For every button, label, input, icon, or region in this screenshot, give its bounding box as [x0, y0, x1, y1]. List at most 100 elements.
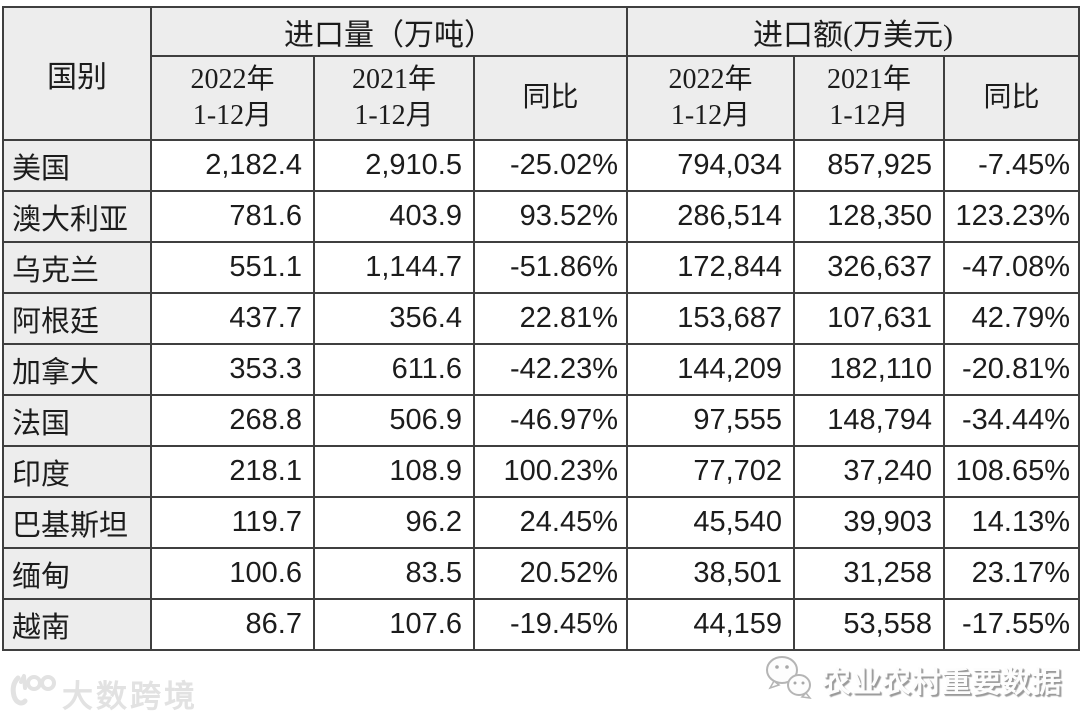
- table-row: 法国 268.8 506.9 -46.97% 97,555 148,794 -3…: [2, 394, 1080, 447]
- table-row: 缅甸 100.6 83.5 20.52% 38,501 31,258 23.17…: [2, 547, 1080, 600]
- vol-2022-cell: 437.7: [150, 292, 315, 345]
- vol-yoy-cell: 24.45%: [472, 496, 629, 549]
- vol-yoy-cell: -51.86%: [472, 241, 629, 294]
- header-months-line: 1-12月: [829, 100, 909, 131]
- import-stats-table: 国别 进口量（万吨） 进口额(万美元) 2022年 1-12月 2021年 1-…: [2, 6, 1080, 651]
- vol-2021-cell: 2,910.5: [313, 139, 475, 192]
- table-row: 越南 86.7 107.6 -19.45% 44,159 53,558 -17.…: [2, 598, 1080, 651]
- wechat-icon: [762, 654, 814, 705]
- vol-yoy-cell: 20.52%: [472, 547, 629, 600]
- value-2021-header: 2021年 1-12月: [793, 55, 946, 141]
- vol-2022-cell: 2,182.4: [150, 139, 315, 192]
- value-2022-header: 2022年 1-12月: [626, 55, 796, 141]
- val-yoy-cell: 23.17%: [943, 547, 1080, 600]
- header-months-line: 1-12月: [354, 100, 434, 131]
- val-2021-cell: 148,794: [793, 394, 946, 447]
- vol-2021-cell: 506.9: [313, 394, 475, 447]
- vol-2022-cell: 100.6: [150, 547, 315, 600]
- val-2022-cell: 286,514: [626, 190, 796, 243]
- val-2022-cell: 144,209: [626, 343, 796, 396]
- wechat-watermark: 农业农村重要数据: [762, 654, 1062, 705]
- vol-yoy-cell: -46.97%: [472, 394, 629, 447]
- vol-2022-cell: 86.7: [150, 598, 315, 651]
- country-cell: 阿根廷: [2, 292, 152, 345]
- country-cell: 美国: [2, 139, 152, 192]
- wechat-watermark-label: 农业农村重要数据: [821, 666, 1062, 699]
- header-year-line: 2022年: [668, 63, 753, 95]
- table-row: 澳大利亚 781.6 403.9 93.52% 286,514 128,350 …: [2, 190, 1080, 243]
- value-group-header: 进口额(万美元): [626, 6, 1080, 57]
- vol-2022-cell: 551.1: [150, 241, 315, 294]
- vol-yoy-cell: -19.45%: [472, 598, 629, 651]
- vol-yoy-cell: -25.02%: [472, 139, 629, 192]
- header-year-line: 2021年: [351, 63, 436, 95]
- val-yoy-cell: -17.55%: [943, 598, 1080, 651]
- val-2022-cell: 38,501: [626, 547, 796, 600]
- country-cell: 印度: [2, 445, 152, 498]
- vol-2021-cell: 356.4: [313, 292, 475, 345]
- val-2022-cell: 97,555: [626, 394, 796, 447]
- val-2021-cell: 326,637: [793, 241, 946, 294]
- val-2022-cell: 44,159: [626, 598, 796, 651]
- table-row: 巴基斯坦 119.7 96.2 24.45% 45,540 39,903 14.…: [2, 496, 1080, 549]
- vol-2021-cell: 108.9: [313, 445, 475, 498]
- val-yoy-cell: -20.81%: [943, 343, 1080, 396]
- vol-2022-cell: 218.1: [150, 445, 315, 498]
- volume-2021-header: 2021年 1-12月: [313, 55, 475, 141]
- dashukuajing-label: 大数跨境: [62, 679, 198, 714]
- dashukuajing-100-icon: [8, 672, 56, 715]
- table-row: 阿根廷 437.7 356.4 22.81% 153,687 107,631 4…: [2, 292, 1080, 345]
- volume-group-header: 进口量（万吨）: [149, 6, 629, 57]
- country-column-header: 国别: [2, 6, 152, 141]
- val-yoy-cell: -47.08%: [943, 241, 1080, 294]
- sub-header-row: 2022年 1-12月 2021年 1-12月 同比 2022年 1-12月 2…: [3, 55, 1080, 141]
- val-2022-cell: 77,702: [626, 445, 796, 498]
- val-2021-cell: 107,631: [793, 292, 946, 345]
- val-2021-cell: 39,903: [793, 496, 946, 549]
- country-cell: 越南: [2, 598, 152, 651]
- table-body: 美国 2,182.4 2,910.5 -25.02% 794,034 857,9…: [2, 139, 1080, 651]
- val-2021-cell: 53,558: [793, 598, 946, 651]
- table-row: 印度 218.1 108.9 100.23% 77,702 37,240 108…: [2, 445, 1080, 498]
- val-2022-cell: 45,540: [626, 496, 796, 549]
- vol-yoy-cell: 100.23%: [472, 445, 629, 498]
- val-2022-cell: 153,687: [626, 292, 796, 345]
- val-2021-cell: 182,110: [793, 343, 946, 396]
- val-2021-cell: 37,240: [793, 445, 946, 498]
- vol-yoy-cell: 93.52%: [472, 190, 629, 243]
- country-cell: 法国: [2, 394, 152, 447]
- country-cell: 澳大利亚: [2, 190, 152, 243]
- val-yoy-cell: 42.79%: [943, 292, 1080, 345]
- vol-2022-cell: 781.6: [150, 190, 315, 243]
- val-yoy-cell: -34.44%: [943, 394, 1080, 447]
- table-row: 乌克兰 551.1 1,144.7 -51.86% 172,844 326,63…: [2, 241, 1080, 294]
- table-row: 加拿大 353.3 611.6 -42.23% 144,209 182,110 …: [2, 343, 1080, 396]
- vol-2021-cell: 107.6: [313, 598, 475, 651]
- volume-2022-header: 2022年 1-12月: [150, 55, 315, 141]
- vol-2022-cell: 353.3: [150, 343, 315, 396]
- dashukuajing-logo: 大数跨境: [8, 671, 198, 716]
- val-2022-cell: 172,844: [626, 241, 796, 294]
- vol-2021-cell: 1,144.7: [313, 241, 475, 294]
- val-yoy-cell: -7.45%: [943, 139, 1080, 192]
- header-months-line: 1-12月: [670, 100, 751, 131]
- val-2021-cell: 31,258: [793, 547, 946, 600]
- country-cell: 巴基斯坦: [2, 496, 152, 549]
- table-row: 美国 2,182.4 2,910.5 -25.02% 794,034 857,9…: [2, 139, 1080, 192]
- vol-2022-cell: 268.8: [150, 394, 315, 447]
- vol-2022-cell: 119.7: [150, 496, 315, 549]
- val-yoy-cell: 14.13%: [943, 496, 1080, 549]
- volume-yoy-header: 同比: [472, 55, 629, 141]
- val-2021-cell: 128,350: [793, 190, 946, 243]
- val-yoy-cell: 108.65%: [943, 445, 1080, 498]
- country-cell: 加拿大: [2, 343, 152, 396]
- header-months-line: 1-12月: [192, 100, 273, 131]
- val-2022-cell: 794,034: [626, 139, 796, 192]
- vol-yoy-cell: 22.81%: [472, 292, 629, 345]
- val-2021-cell: 857,925: [793, 139, 946, 192]
- header-year-line: 2022年: [190, 63, 275, 95]
- vol-2021-cell: 611.6: [313, 343, 475, 396]
- header-year-line: 2021年: [827, 63, 912, 95]
- value-yoy-header: 同比: [943, 55, 1080, 141]
